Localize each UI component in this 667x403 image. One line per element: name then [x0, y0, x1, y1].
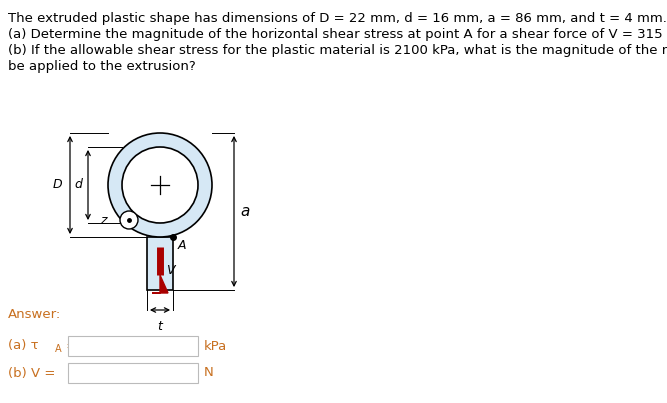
Bar [147, 237, 173, 290]
Bar [68, 363, 198, 383]
Text: A: A [178, 239, 187, 252]
Text: =: = [62, 339, 77, 353]
Text: kPa: kPa [204, 339, 227, 353]
Text: (b) If the allowable shear stress for the plastic material is 2100 kPa, what is : (b) If the allowable shear stress for th… [8, 44, 667, 57]
Text: a: a [240, 204, 249, 219]
Circle shape [108, 133, 212, 237]
Text: t: t [157, 320, 163, 333]
Bar [68, 336, 198, 356]
Text: z: z [101, 214, 107, 226]
Polygon shape [152, 275, 168, 293]
Circle shape [122, 147, 198, 223]
Text: Answer:: Answer: [8, 308, 61, 321]
Text: y: y [163, 199, 170, 212]
Text: A: A [55, 344, 61, 354]
Text: (b) V =: (b) V = [8, 366, 55, 380]
Text: D: D [53, 179, 62, 191]
Text: V: V [166, 264, 175, 278]
Circle shape [120, 211, 138, 229]
Text: be applied to the extrusion?: be applied to the extrusion? [8, 60, 195, 73]
Text: (a) τ: (a) τ [8, 339, 39, 353]
Text: d: d [74, 179, 82, 191]
Text: N: N [204, 366, 213, 380]
Text: The extruded plastic shape has dimensions of D = 22 mm, d = 16 mm, a = 86 mm, an: The extruded plastic shape has dimension… [8, 12, 667, 25]
Text: (a) Determine the magnitude of the horizontal shear stress at point A for a shea: (a) Determine the magnitude of the horiz… [8, 28, 667, 41]
